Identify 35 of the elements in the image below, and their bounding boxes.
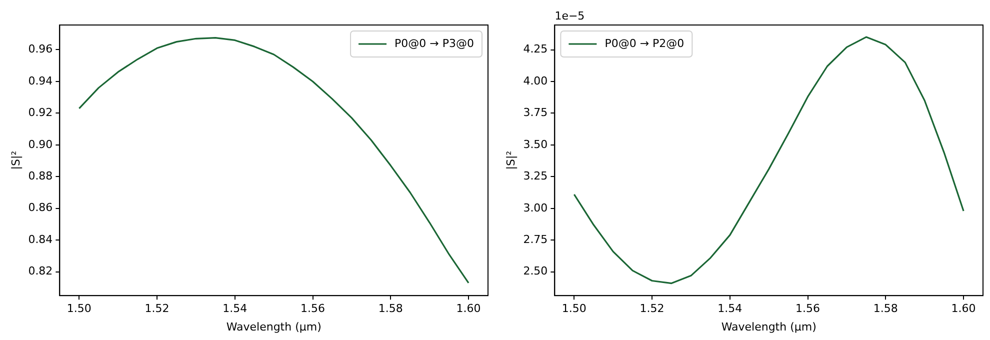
x-tick-label: 1.52 — [144, 302, 170, 316]
x-tick-label: 1.58 — [378, 302, 403, 316]
x-tick-label: 1.56 — [300, 302, 326, 316]
x-tick-label: 1.60 — [951, 302, 976, 316]
text: 1e−5 — [554, 9, 585, 22]
y-tick-label: 4.00 — [523, 74, 548, 88]
x-tick-label: 1.50 — [562, 302, 586, 316]
y-tick-label: 2.50 — [523, 264, 548, 278]
y-tick-label: 2.75 — [523, 232, 548, 246]
x-tick-label: 1.58 — [873, 302, 898, 316]
x-tick-label: 1.60 — [456, 302, 481, 316]
y-tick-label: 4.25 — [523, 42, 548, 56]
y-tick-label: 0.94 — [28, 74, 53, 88]
x-tick-label: 1.56 — [796, 302, 820, 316]
y-axis-title: |S|² — [504, 150, 518, 170]
y-tick-label: 0.88 — [28, 169, 53, 182]
legend-label: P0@0 → P3@0 — [394, 36, 474, 50]
y-axis-title: |S|² — [9, 150, 22, 170]
legend-label: P0@0 → P2@0 — [604, 36, 684, 50]
y-tick-label: 0.86 — [28, 201, 53, 214]
x-tick-label: 1.50 — [66, 302, 92, 316]
x-tick-label: 1.54 — [718, 302, 742, 316]
x-tick-label: 1.52 — [640, 302, 664, 316]
y-tick-label: 0.92 — [28, 106, 53, 120]
y-tick-label: 3.75 — [523, 106, 548, 120]
x-axis-title: Wavelength (µm) — [226, 320, 322, 334]
y-tick-label: 0.90 — [28, 138, 53, 151]
y-tick-label: 3.00 — [523, 201, 548, 214]
x-tick-label: 1.54 — [222, 302, 248, 316]
y-tick-label: 3.25 — [523, 170, 548, 183]
x-axis-title: Wavelength (µm) — [721, 320, 816, 334]
y-tick-label: 0.96 — [28, 42, 53, 56]
y-tick-label: 0.84 — [28, 232, 53, 246]
y-tick-label: 0.82 — [28, 264, 53, 278]
y-tick-label: 3.50 — [523, 138, 548, 151]
